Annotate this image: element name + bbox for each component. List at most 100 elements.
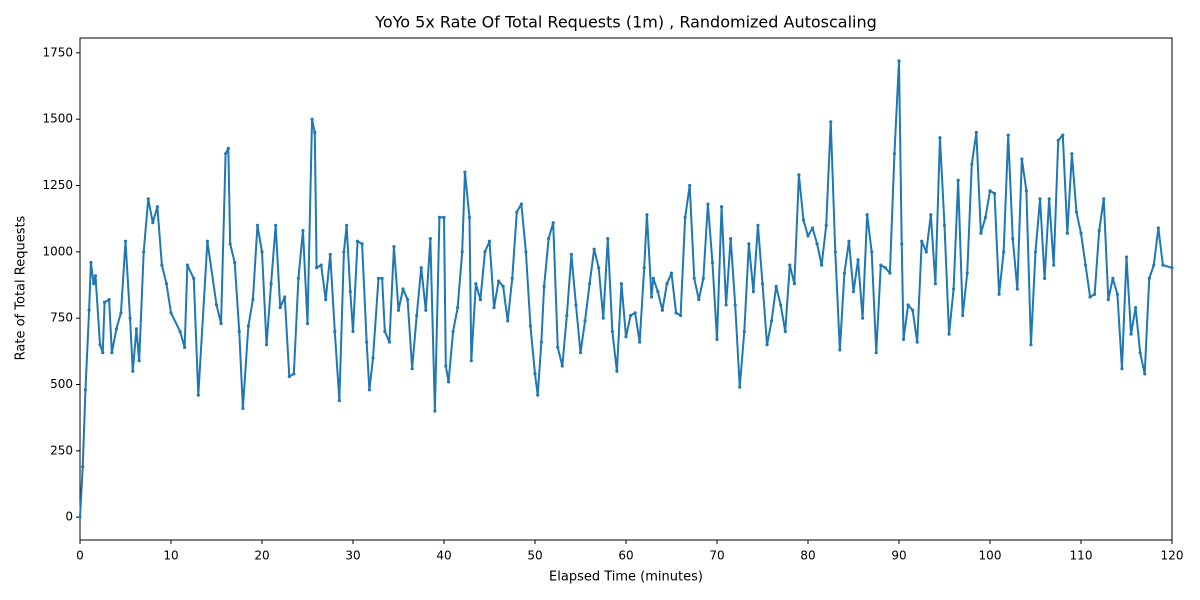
point — [815, 242, 819, 246]
point — [533, 372, 537, 376]
point — [360, 242, 364, 246]
x-tick-label: 10 — [163, 549, 178, 563]
point — [396, 308, 401, 312]
point — [348, 290, 352, 294]
point — [315, 266, 319, 270]
point — [897, 59, 901, 63]
point — [883, 266, 887, 270]
point — [226, 146, 230, 150]
point — [301, 229, 305, 233]
x-tick-label: 110 — [1070, 549, 1093, 563]
point — [478, 298, 482, 302]
point — [1111, 276, 1115, 280]
point — [797, 173, 801, 177]
x-tick-label: 60 — [618, 549, 633, 563]
point — [1011, 236, 1015, 241]
point — [328, 252, 332, 257]
point — [376, 276, 381, 280]
point — [1152, 263, 1156, 267]
series-line — [79, 59, 1173, 518]
point — [1056, 138, 1060, 143]
point — [760, 282, 765, 286]
point — [134, 327, 139, 331]
point — [214, 303, 219, 307]
point — [1102, 197, 1106, 201]
point — [719, 205, 724, 209]
point — [337, 398, 341, 403]
point — [419, 266, 423, 270]
point — [615, 369, 619, 373]
point — [660, 308, 665, 312]
point — [988, 189, 992, 193]
point — [997, 292, 1001, 296]
point — [806, 234, 810, 238]
point — [1129, 332, 1133, 336]
point — [952, 287, 956, 291]
point — [539, 340, 543, 344]
point — [733, 303, 737, 307]
y-tick-label: 0 — [65, 510, 73, 524]
point — [920, 239, 924, 243]
point — [367, 388, 371, 392]
point — [851, 290, 856, 294]
point — [192, 276, 196, 280]
point — [142, 250, 146, 254]
point — [692, 276, 696, 280]
point — [251, 298, 255, 302]
point — [269, 282, 273, 286]
point — [446, 380, 451, 384]
point — [983, 215, 988, 219]
point — [888, 271, 892, 275]
point — [801, 218, 806, 222]
x-tick-label: 80 — [800, 549, 815, 563]
point — [1024, 189, 1028, 193]
point — [164, 282, 169, 286]
x-tick-label: 30 — [345, 549, 360, 563]
point — [355, 239, 360, 243]
point — [649, 295, 654, 299]
point — [947, 332, 951, 336]
point — [870, 250, 874, 254]
point — [287, 374, 291, 379]
point — [847, 239, 851, 243]
point — [583, 319, 587, 323]
point — [1143, 372, 1147, 376]
point — [183, 345, 187, 349]
point — [933, 282, 938, 286]
point — [219, 321, 223, 326]
point — [1038, 197, 1042, 201]
point — [624, 335, 628, 339]
point — [110, 351, 114, 355]
point — [938, 136, 942, 140]
point — [483, 250, 487, 254]
point — [487, 239, 492, 243]
point — [560, 364, 564, 368]
point — [463, 170, 467, 174]
point — [237, 329, 241, 334]
point — [1106, 298, 1110, 302]
point — [410, 366, 414, 371]
point — [107, 298, 111, 302]
point — [856, 258, 860, 262]
point — [178, 329, 182, 334]
point — [892, 152, 897, 156]
point — [1170, 266, 1174, 270]
point — [196, 393, 200, 397]
point — [574, 303, 578, 307]
x-tick-label: 70 — [709, 549, 724, 563]
point — [1093, 292, 1097, 296]
x-tick-label: 120 — [1161, 549, 1184, 563]
point — [102, 300, 107, 304]
point — [292, 372, 296, 376]
point — [83, 388, 88, 392]
point — [536, 393, 540, 397]
point — [833, 250, 837, 254]
point — [838, 348, 842, 352]
point — [456, 305, 460, 310]
point — [474, 282, 478, 286]
point — [333, 329, 337, 334]
point — [592, 247, 596, 251]
point — [751, 290, 756, 294]
point — [387, 340, 391, 344]
